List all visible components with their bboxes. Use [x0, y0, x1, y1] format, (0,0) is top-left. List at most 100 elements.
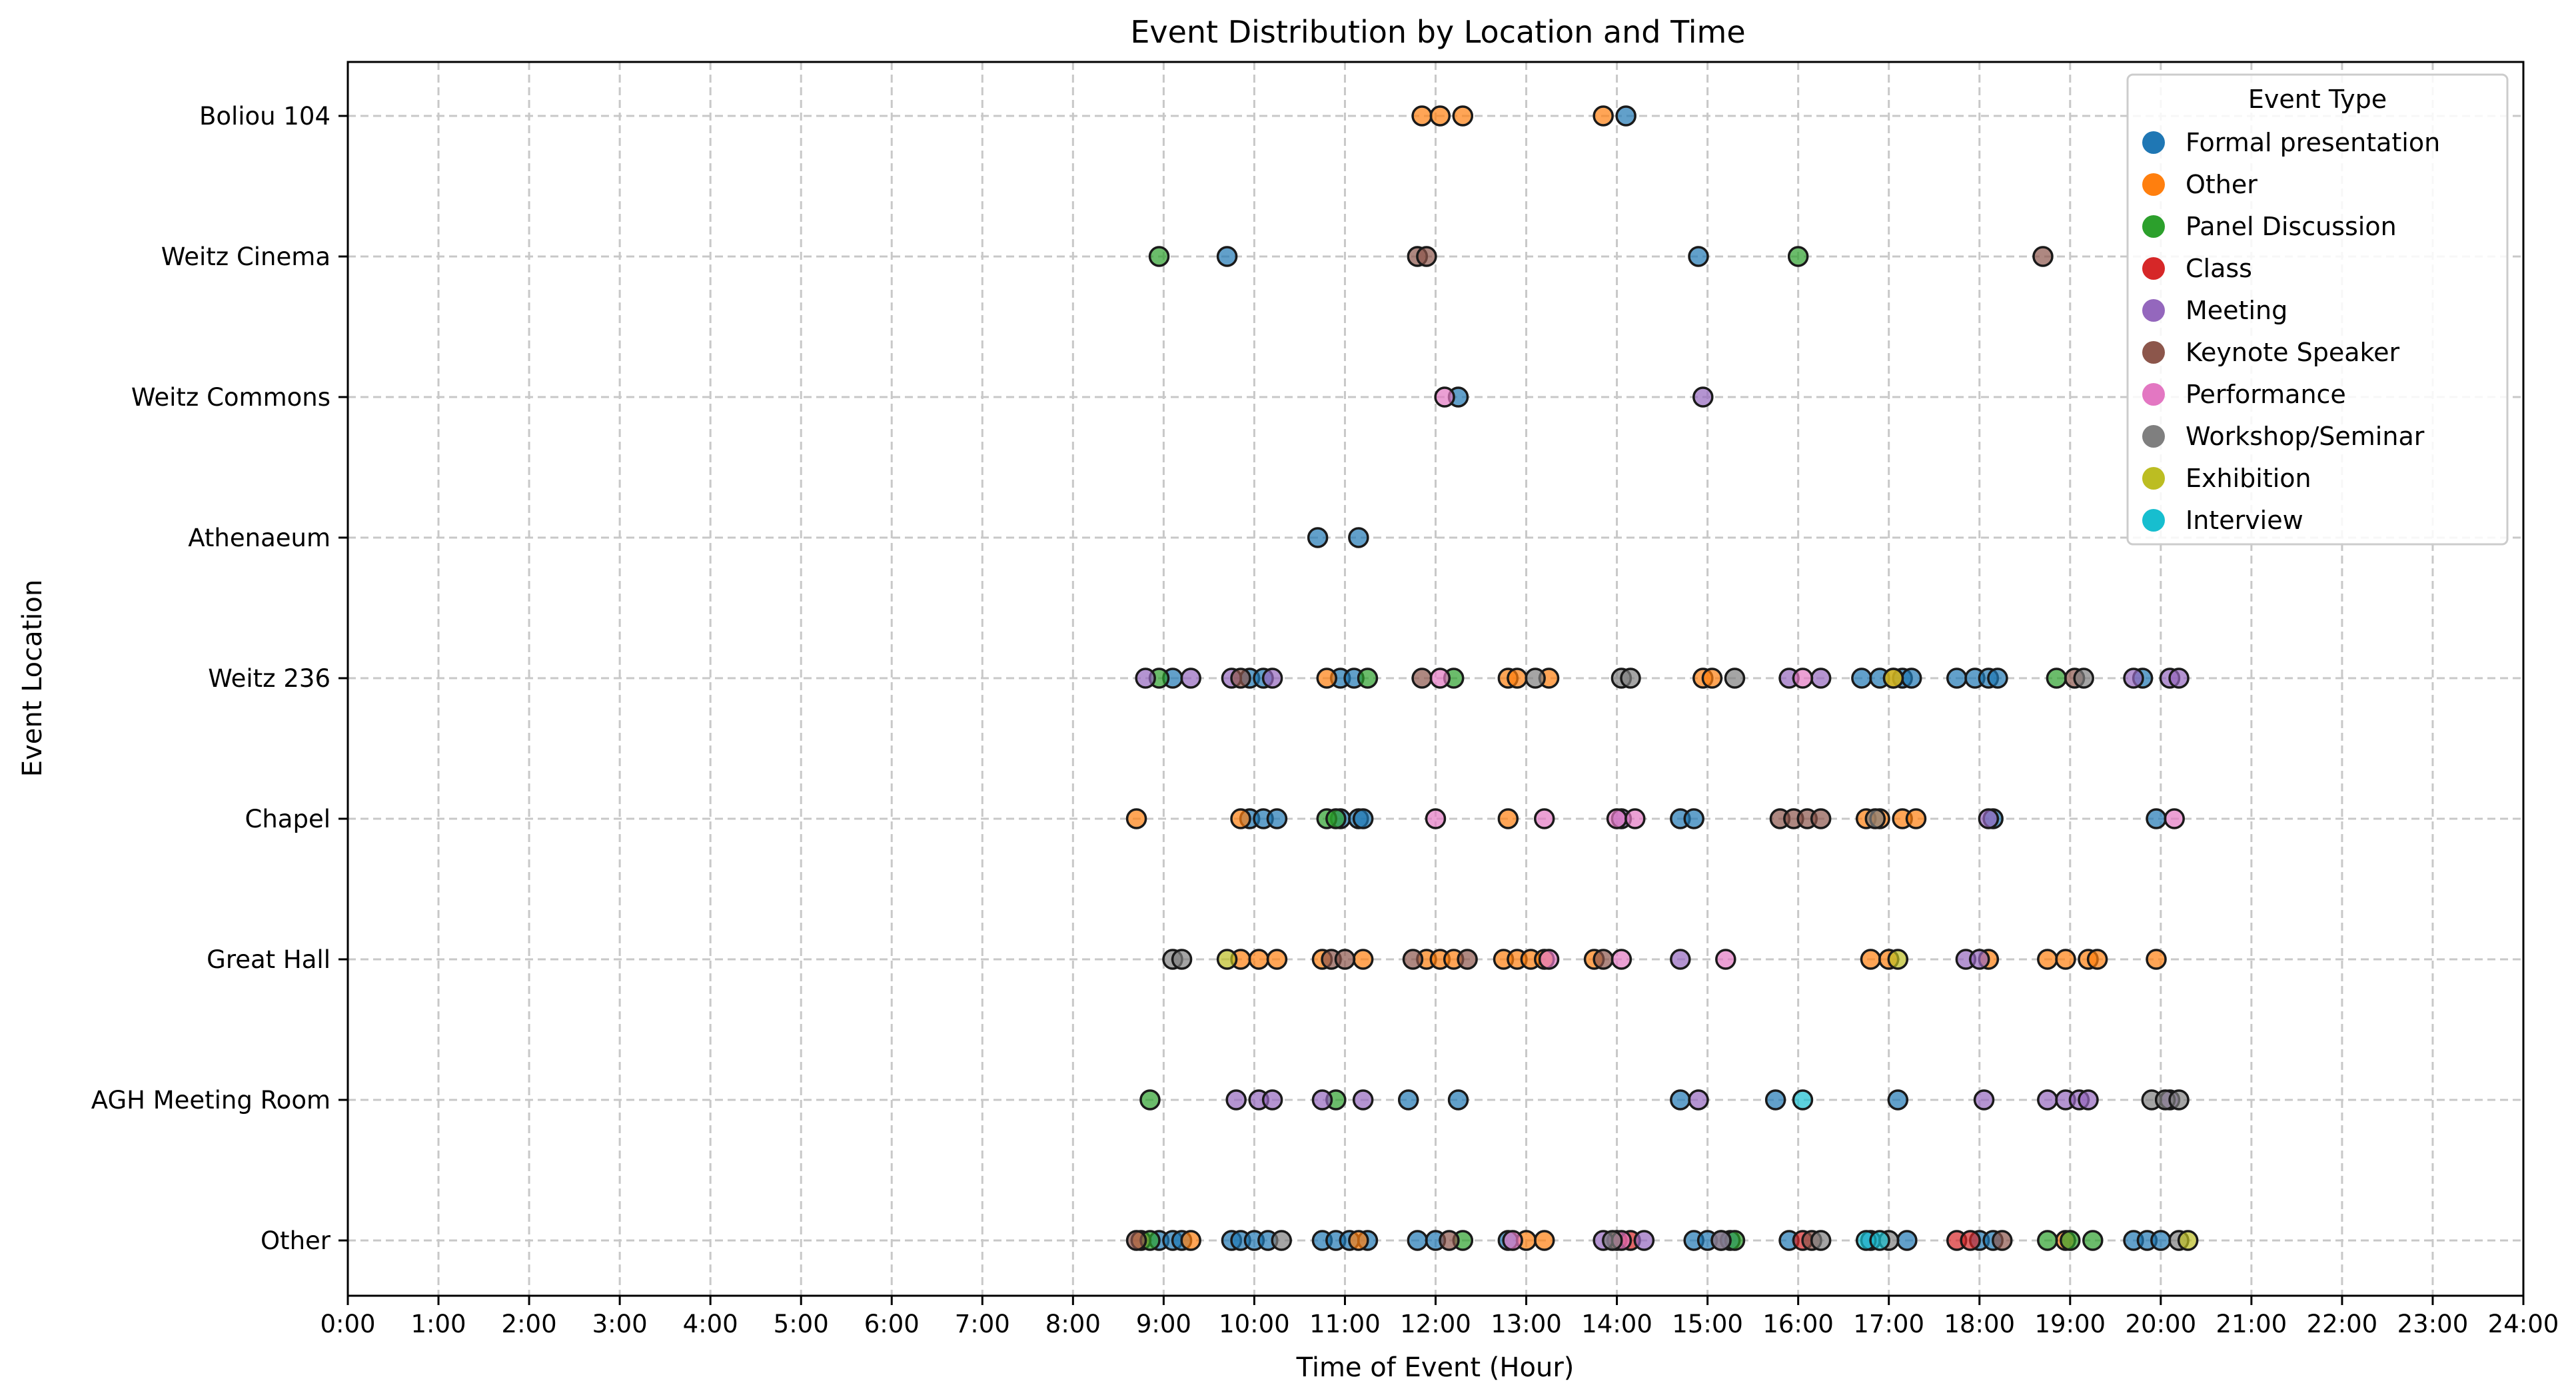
y-tick-label: Athenaeum: [188, 524, 330, 552]
data-point: [1978, 808, 2000, 829]
data-point: [1615, 105, 1636, 127]
legend-marker: [2142, 299, 2165, 322]
data-point: [1787, 246, 1809, 267]
data-point: [1633, 1230, 1655, 1251]
data-point: [1352, 1089, 1374, 1111]
data-point: [1534, 1230, 1555, 1251]
data-point: [1860, 949, 1882, 970]
data-point: [1810, 1230, 1832, 1251]
data-point: [1683, 808, 1704, 829]
data-point: [1439, 1230, 1460, 1251]
data-point: [1905, 808, 1927, 829]
y-tick-label: Weitz Cinema: [161, 242, 330, 271]
data-point: [1620, 668, 1641, 689]
data-point: [2146, 808, 2167, 829]
data-point: [1266, 808, 1288, 829]
data-point: [2082, 1230, 2104, 1251]
x-tick-label: 20:00: [2126, 1310, 2197, 1338]
x-tick-label: 15:00: [1672, 1310, 1743, 1338]
data-point: [1248, 949, 1269, 970]
data-point: [1534, 808, 1555, 829]
legend-entry: Class: [2186, 254, 2252, 283]
data-point: [2037, 1089, 2058, 1111]
data-point: [1792, 668, 1814, 689]
data-point: [2055, 949, 2076, 970]
data-point: [1307, 527, 1329, 548]
legend-entry: Panel Discussion: [2186, 212, 2397, 241]
data-point: [1497, 808, 1519, 829]
data-point: [2037, 949, 2058, 970]
x-tick-label: 14:00: [1581, 1310, 1652, 1338]
y-tick-label: Weitz 236: [208, 664, 330, 693]
legend-marker: [2142, 425, 2165, 448]
data-point: [1692, 386, 1714, 408]
data-point: [1538, 949, 1560, 970]
data-point: [1452, 105, 1474, 127]
legend-entry: Workshop/Seminar: [2186, 422, 2425, 451]
data-point: [1525, 668, 1546, 689]
x-tick-label: 11:00: [1309, 1310, 1381, 1338]
data-point: [1593, 949, 1614, 970]
y-tick-label: Other: [261, 1226, 331, 1255]
data-point: [2164, 808, 2185, 829]
data-point: [1429, 668, 1451, 689]
data-point: [1311, 1089, 1333, 1111]
legend-entry: Performance: [2186, 380, 2346, 409]
data-point: [1261, 668, 1283, 689]
data-point: [2060, 1230, 2081, 1251]
x-tick-label: 12:00: [1400, 1310, 1471, 1338]
data-point: [1171, 949, 1193, 970]
data-point: [1416, 246, 1437, 267]
data-point: [1148, 246, 1170, 267]
data-point: [1139, 1089, 1161, 1111]
data-point: [1792, 1089, 1814, 1111]
legend-marker: [2142, 173, 2165, 196]
legend-marker: [2142, 131, 2165, 154]
data-point: [1266, 949, 1288, 970]
x-tick-label: 9:00: [1136, 1310, 1191, 1338]
data-point: [1896, 1230, 1918, 1251]
y-axis: Boliou 104 Weitz Cinema Weitz Commons Athen…: [91, 102, 348, 1255]
data-point: [1135, 668, 1156, 689]
data-point: [1810, 808, 1832, 829]
chart-title: Event Distribution by Location and Time: [1130, 14, 1745, 50]
data-point: [1261, 1089, 1283, 1111]
data-point: [1271, 1230, 1292, 1251]
data-point: [1882, 668, 1904, 689]
data-point: [1688, 246, 1709, 267]
data-point: [2046, 668, 2068, 689]
data-point: [1987, 668, 2008, 689]
data-point: [1407, 1230, 1429, 1251]
legend-marker: [2142, 467, 2165, 490]
legend-marker: [2142, 341, 2165, 364]
legend-entry: Meeting: [2186, 296, 2287, 325]
data-point: [1230, 668, 1251, 689]
y-tick-label: Great Hall: [207, 945, 330, 974]
y-tick-label: Chapel: [245, 805, 331, 833]
data-point: [1701, 668, 1723, 689]
data-point: [1710, 1230, 1732, 1251]
data-point: [1969, 949, 1990, 970]
legend-marker: [2142, 383, 2165, 406]
data-point: [2168, 668, 2190, 689]
data-point: [1434, 386, 1455, 408]
data-point: [2168, 1089, 2190, 1111]
data-point: [1348, 527, 1369, 548]
x-tick-label: 10:00: [1219, 1310, 1290, 1338]
data-point: [1507, 668, 1528, 689]
x-tick-label: 8:00: [1045, 1310, 1101, 1338]
data-point: [1180, 668, 1201, 689]
legend-entry: Formal presentation: [2186, 128, 2440, 157]
data-point: [2032, 246, 2054, 267]
data-point: [1851, 668, 1872, 689]
data-point: [1411, 105, 1433, 127]
data-point: [2150, 1230, 2172, 1251]
x-tick-label: 0:00: [320, 1310, 375, 1338]
x-tick-label: 23:00: [2397, 1310, 2469, 1338]
data-point: [1973, 1089, 1995, 1111]
data-point: [1325, 808, 1347, 829]
data-point: [2078, 1089, 2099, 1111]
x-tick-label: 4:00: [683, 1310, 738, 1338]
legend-marker: [2142, 257, 2165, 280]
